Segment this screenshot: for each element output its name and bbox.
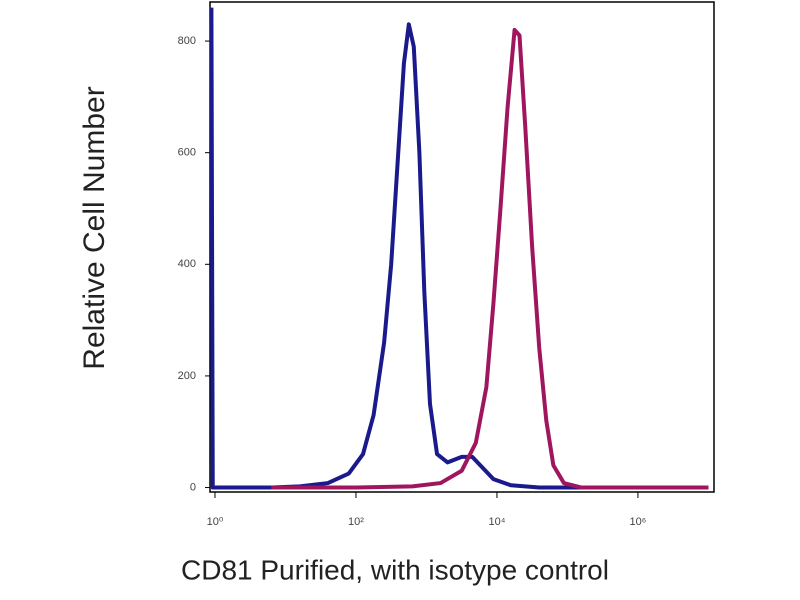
y-tick-label: 800 bbox=[178, 35, 196, 47]
y-tick-label: 200 bbox=[178, 370, 196, 382]
x-tick-label: 10⁶ bbox=[630, 516, 647, 528]
histogram-line bbox=[271, 27, 709, 490]
y-tick-label: 0 bbox=[190, 481, 196, 493]
y-tick-label: 400 bbox=[178, 258, 196, 270]
y-tick-label: 600 bbox=[178, 147, 196, 159]
x-tick-label: 10⁴ bbox=[488, 516, 505, 528]
plot-frame bbox=[209, 1, 715, 493]
y-axis-title: Relative Cell Number bbox=[78, 86, 111, 369]
x-tick-label: 10² bbox=[348, 516, 364, 528]
x-tick-label: 10⁰ bbox=[207, 516, 224, 528]
x-axis-title: CD81 Purified, with isotype control bbox=[181, 554, 609, 585]
histogram-line bbox=[209, 7, 709, 490]
